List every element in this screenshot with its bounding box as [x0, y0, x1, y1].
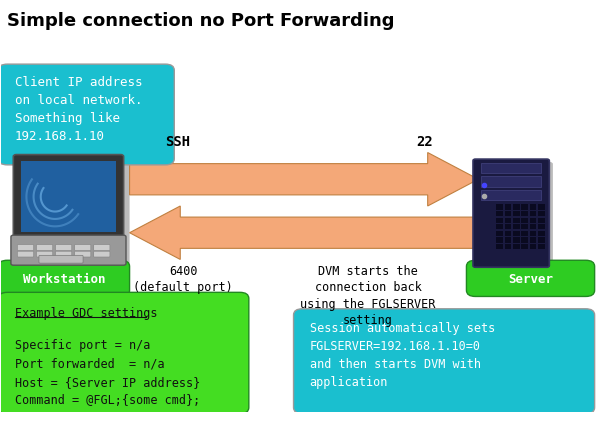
FancyBboxPatch shape [538, 205, 544, 210]
FancyBboxPatch shape [496, 231, 503, 236]
FancyBboxPatch shape [0, 261, 129, 297]
Text: Server: Server [508, 272, 553, 285]
FancyBboxPatch shape [530, 225, 536, 230]
FancyBboxPatch shape [94, 245, 110, 251]
FancyBboxPatch shape [538, 231, 544, 236]
FancyBboxPatch shape [467, 261, 595, 297]
FancyBboxPatch shape [538, 238, 544, 243]
FancyBboxPatch shape [530, 244, 536, 250]
FancyBboxPatch shape [538, 225, 544, 230]
FancyBboxPatch shape [37, 245, 53, 251]
FancyBboxPatch shape [513, 231, 519, 236]
FancyBboxPatch shape [504, 238, 511, 243]
FancyBboxPatch shape [504, 244, 511, 250]
FancyBboxPatch shape [538, 211, 544, 217]
FancyBboxPatch shape [513, 225, 519, 230]
FancyBboxPatch shape [521, 238, 528, 243]
FancyBboxPatch shape [17, 245, 34, 251]
FancyBboxPatch shape [294, 309, 595, 414]
FancyBboxPatch shape [504, 218, 511, 223]
FancyBboxPatch shape [496, 238, 503, 243]
FancyBboxPatch shape [504, 205, 511, 210]
FancyBboxPatch shape [13, 157, 129, 270]
FancyBboxPatch shape [94, 252, 110, 257]
FancyBboxPatch shape [56, 245, 72, 251]
FancyBboxPatch shape [21, 161, 116, 232]
Text: Specific port = n/a
Port forwarded  = n/a
Host = {Server IP address}
Command = @: Specific port = n/a Port forwarded = n/a… [14, 320, 199, 406]
FancyBboxPatch shape [504, 225, 511, 230]
FancyBboxPatch shape [75, 252, 91, 257]
FancyBboxPatch shape [39, 256, 83, 264]
FancyBboxPatch shape [521, 231, 528, 236]
FancyBboxPatch shape [521, 211, 528, 217]
FancyBboxPatch shape [0, 65, 174, 165]
FancyBboxPatch shape [17, 252, 34, 257]
FancyBboxPatch shape [504, 211, 511, 217]
FancyBboxPatch shape [530, 238, 536, 243]
FancyBboxPatch shape [13, 155, 123, 239]
FancyBboxPatch shape [538, 244, 544, 250]
FancyBboxPatch shape [513, 211, 519, 217]
Text: Simple connection no Port Forwarding: Simple connection no Port Forwarding [7, 12, 395, 29]
FancyBboxPatch shape [513, 238, 519, 243]
FancyBboxPatch shape [521, 205, 528, 210]
FancyBboxPatch shape [56, 252, 72, 257]
FancyBboxPatch shape [530, 205, 536, 210]
FancyBboxPatch shape [496, 205, 503, 210]
FancyBboxPatch shape [473, 160, 549, 268]
Text: Client IP address
on local network.
Something like
192.168.1.10: Client IP address on local network. Some… [14, 76, 142, 143]
FancyBboxPatch shape [75, 245, 91, 251]
FancyBboxPatch shape [11, 236, 126, 265]
FancyBboxPatch shape [521, 225, 528, 230]
Text: Workstation: Workstation [23, 272, 105, 285]
FancyBboxPatch shape [37, 252, 53, 257]
Polygon shape [129, 153, 479, 207]
FancyBboxPatch shape [513, 218, 519, 223]
FancyBboxPatch shape [496, 218, 503, 223]
FancyBboxPatch shape [538, 218, 544, 223]
Text: Session automatically sets
FGLSERVER=192.168.1.10=0
and then starts DVM with
app: Session automatically sets FGLSERVER=192… [310, 321, 495, 388]
FancyBboxPatch shape [504, 231, 511, 236]
FancyBboxPatch shape [482, 190, 541, 201]
FancyBboxPatch shape [482, 177, 541, 187]
FancyBboxPatch shape [513, 244, 519, 250]
FancyBboxPatch shape [476, 163, 553, 271]
FancyBboxPatch shape [496, 225, 503, 230]
Text: SSH: SSH [165, 135, 190, 149]
Polygon shape [129, 207, 479, 260]
FancyBboxPatch shape [521, 218, 528, 223]
FancyBboxPatch shape [530, 218, 536, 223]
FancyBboxPatch shape [482, 164, 541, 174]
Text: Example GDC settings: Example GDC settings [14, 306, 157, 319]
FancyBboxPatch shape [513, 205, 519, 210]
Text: 6400
(default port): 6400 (default port) [134, 264, 233, 293]
Text: DVM starts the
connection back
using the FGLSERVER
setting: DVM starts the connection back using the… [300, 264, 435, 326]
FancyBboxPatch shape [496, 244, 503, 250]
FancyBboxPatch shape [0, 293, 249, 414]
FancyBboxPatch shape [530, 231, 536, 236]
FancyBboxPatch shape [530, 211, 536, 217]
Text: 22: 22 [416, 135, 433, 149]
FancyBboxPatch shape [521, 244, 528, 250]
FancyBboxPatch shape [496, 211, 503, 217]
